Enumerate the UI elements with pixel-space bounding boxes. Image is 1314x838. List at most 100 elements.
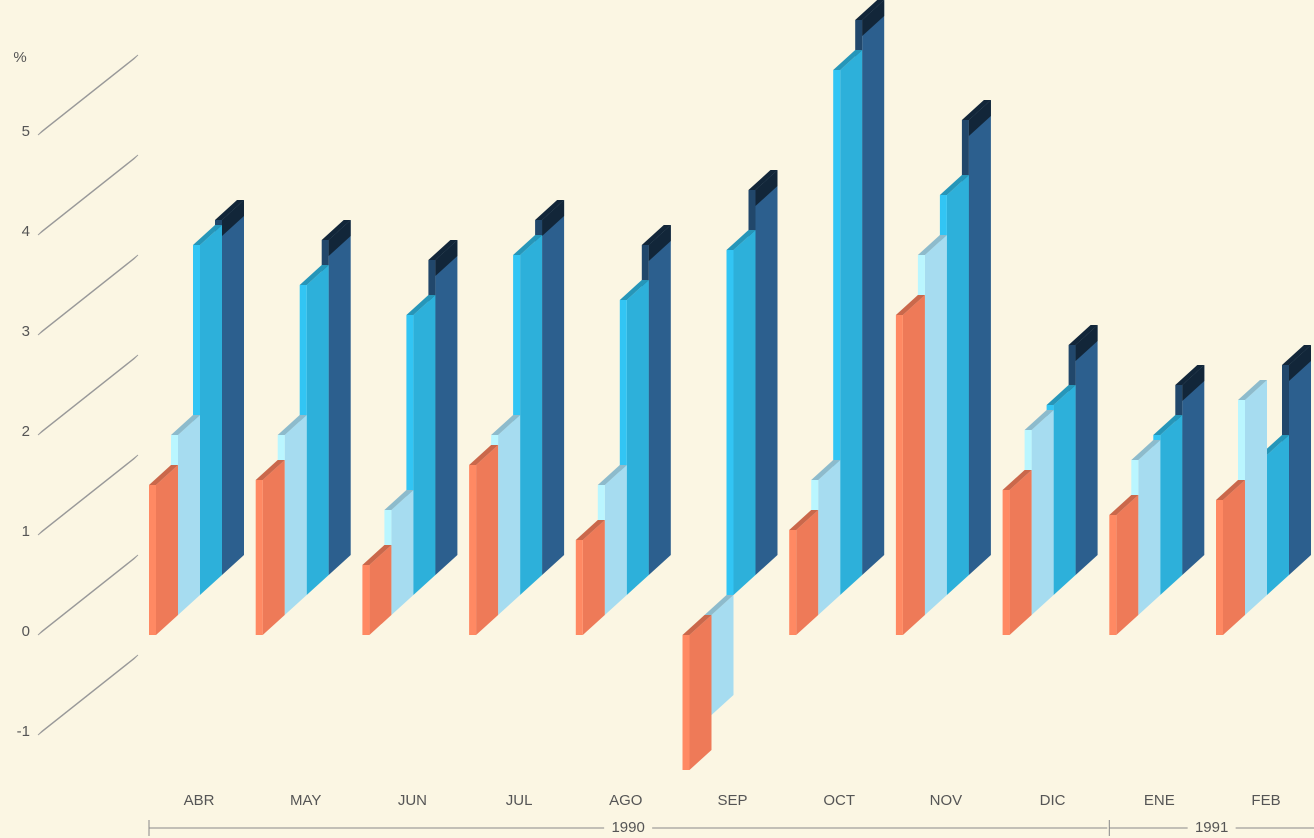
y-tick-label: -1: [17, 723, 30, 740]
bar-side: [1138, 440, 1161, 615]
bar-top: [299, 265, 329, 285]
bar-side: [156, 465, 178, 635]
bar-side: [262, 460, 285, 635]
tick-strip-cell: [109, 73, 115, 79]
bar-top: [1109, 495, 1139, 515]
bar-top: [726, 230, 756, 250]
bar-top: [1002, 470, 1032, 490]
bar-top: [384, 490, 414, 510]
tick-strip-cell: [85, 592, 91, 598]
bar-side: [520, 235, 543, 595]
bar-cap: [1182, 365, 1205, 401]
bar-front: [149, 485, 156, 635]
x-tick-label: AGO: [609, 792, 642, 809]
y-tick-label: 1: [22, 523, 30, 540]
bar-side: [818, 460, 841, 615]
bar-cap: [1075, 325, 1098, 361]
tick-strip-cell: [85, 92, 91, 98]
tick-strip-cell: [109, 273, 115, 279]
bar-top: [469, 445, 499, 465]
bar-side: [1009, 470, 1032, 635]
tick-strip: [37, 554, 139, 636]
bar-top: [789, 510, 819, 530]
group-label: 1990: [611, 819, 644, 836]
bar-top: [1282, 345, 1311, 365]
x-tick-label: NOV: [930, 792, 963, 809]
bar-side: [1053, 385, 1076, 595]
tick-strip-cell: [109, 573, 115, 579]
bar-side: [1182, 365, 1205, 575]
bar-top: [193, 225, 222, 245]
bar-side: [284, 415, 307, 615]
bar-top: [321, 220, 351, 240]
bar-side: [626, 280, 649, 595]
bar-front: [255, 480, 263, 635]
bar-cap: [328, 220, 351, 256]
bar-side: [1116, 495, 1139, 635]
bar-top: [961, 100, 991, 120]
bar-side: [1245, 380, 1267, 615]
bar-front: [362, 565, 370, 635]
bar-top: [535, 200, 565, 220]
bar-top: [1024, 410, 1054, 430]
group-label: 1991: [1195, 819, 1228, 836]
bar-cap: [862, 0, 885, 36]
bar-side: [498, 415, 521, 615]
tick-strip-cell: [61, 311, 67, 317]
bar-top: [428, 240, 458, 260]
bar-side: [946, 175, 969, 595]
bar-front: [406, 315, 414, 595]
bar-front: [1109, 515, 1117, 635]
tick-strip-cell: [85, 192, 91, 198]
bar-top: [513, 235, 543, 255]
bar-top: [215, 200, 244, 220]
bar-side: [1289, 345, 1311, 575]
bar-top: [682, 615, 712, 635]
x-tick-label: JUL: [506, 792, 533, 809]
bar-side: [1223, 480, 1245, 635]
bar-side: [796, 510, 819, 635]
tick-strip-cell: [109, 673, 115, 679]
x-tick-label: MAY: [290, 792, 321, 809]
bar-front: [1002, 490, 1010, 635]
bar-top: [748, 170, 778, 190]
x-tick-label: ENE: [1144, 792, 1175, 809]
bar-top: [1068, 325, 1098, 345]
tick-strip: [37, 654, 139, 736]
bar-front: [833, 70, 841, 595]
bar-top: [406, 295, 436, 315]
bar-top: [1131, 440, 1161, 460]
x-tick-label: OCT: [823, 792, 855, 809]
y-tick-label: 5: [22, 123, 30, 140]
bar-top: [1153, 415, 1183, 435]
bar-top: [704, 595, 734, 615]
tick-strip-cell: [61, 411, 67, 417]
bar-front: [619, 300, 627, 595]
bar-front: [682, 635, 690, 770]
bar-top: [277, 415, 307, 435]
bar-cap: [755, 170, 778, 206]
tick-strip: [37, 254, 139, 336]
tick-strip-cell: [61, 511, 67, 517]
bar-side: [733, 230, 756, 595]
bar-top: [811, 460, 841, 480]
tick-strip-cell: [109, 373, 115, 379]
bar-side: [222, 200, 244, 575]
bar-side: [968, 100, 991, 575]
tick-strip: [37, 454, 139, 536]
bar-top: [491, 415, 521, 435]
bar-top: [833, 50, 863, 70]
bar-front: [895, 315, 903, 635]
bar-side: [435, 240, 458, 575]
tick-strip-cell: [85, 392, 91, 398]
y-tick-label: 2: [22, 423, 30, 440]
bar-top: [1175, 365, 1205, 385]
bar-front: [469, 465, 477, 635]
y-tick-label: 0: [22, 623, 30, 640]
tick-strip: [37, 54, 139, 136]
bar-top: [575, 520, 605, 540]
bar-top: [255, 460, 285, 480]
bar-front: [1216, 500, 1223, 635]
bar-side: [306, 265, 329, 595]
